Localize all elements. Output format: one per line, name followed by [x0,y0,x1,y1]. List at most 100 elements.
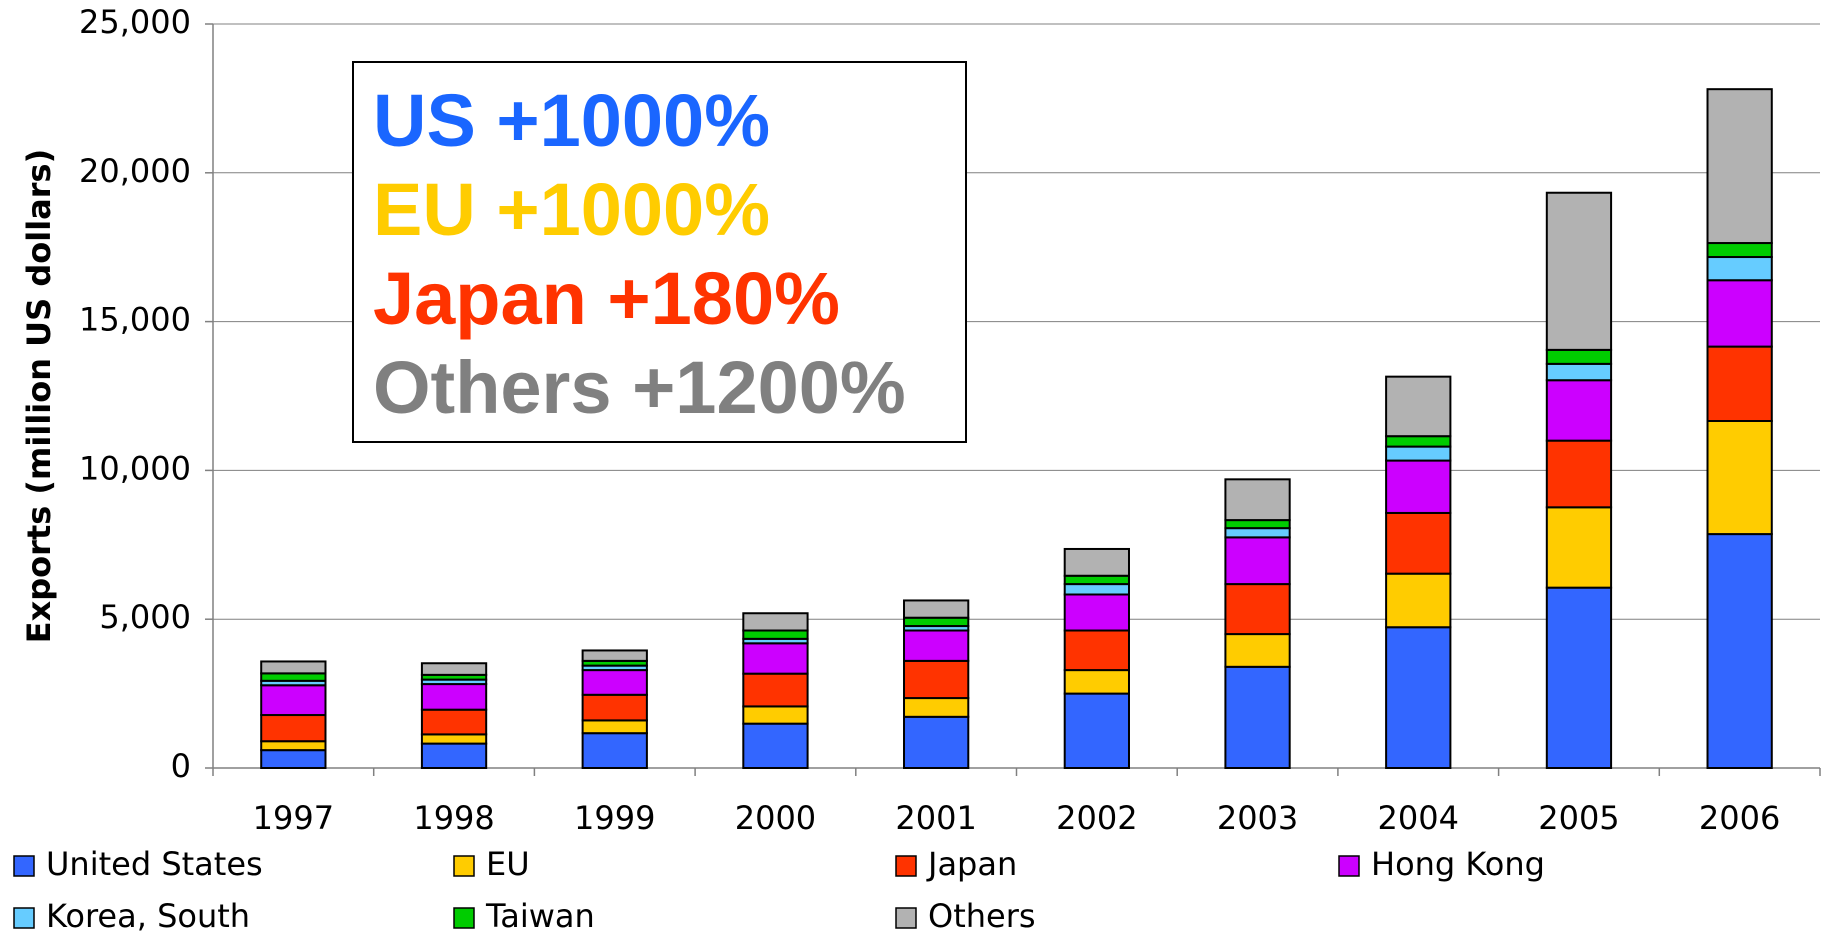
y-tick-label: 0 [171,747,191,785]
bar-segment [1706,533,1773,770]
bar-segment [742,722,809,769]
bar-segment [903,629,970,662]
bar-segment [1545,348,1613,365]
bar-segment [581,719,648,735]
bar-segment [1706,256,1773,282]
bar-segment [581,669,648,696]
legend-label: Hong Kong [1371,845,1545,883]
x-tick-label: 2002 [1056,799,1137,837]
bar-segment [1385,572,1452,629]
legend-swatch [453,907,475,929]
legend-swatch [895,907,917,929]
bar-segment [1706,279,1773,348]
bar-segment [1224,478,1291,522]
bar-segment [903,697,970,718]
bar-segment [1385,459,1452,514]
x-tick-label: 2001 [895,799,976,837]
legend-label: Japan [926,845,1017,883]
legend-label: United States [46,845,263,883]
bar-segment [1545,439,1613,509]
y-tick-label: 5,000 [99,598,191,636]
bar-segment [260,672,327,682]
bar-segment [742,642,809,675]
bar-segment [420,683,488,711]
annotation: Japan +180% [373,257,840,340]
x-tick-label: 1998 [413,799,494,837]
bar-segment [1706,88,1773,245]
bar-segment [903,616,970,628]
bar-segment [420,708,488,736]
bar-segment [1545,506,1613,589]
x-tick-label: 1999 [574,799,655,837]
bar-segment [1224,583,1291,636]
legend-swatch [453,855,475,877]
bar-segment [1063,547,1130,577]
bar-segment [1706,242,1773,259]
bar-segment [420,662,488,676]
bar-segment [742,705,809,725]
bar-segment [742,629,809,640]
bar-segment [1224,665,1291,769]
annotation: US +1000% [373,79,770,162]
bar-segment [1545,362,1613,382]
bar-segment [260,749,327,769]
bar-segment [1545,379,1613,442]
x-tick-label: 1997 [253,799,334,837]
bar-segment [260,740,327,752]
bar-segment [1706,419,1773,536]
legend-label: EU [486,845,530,883]
annotation: Others +1200% [373,346,906,429]
bar-segment [1224,519,1291,530]
bar-segment [260,714,327,743]
y-axis-label: Exports (million US dollars) [20,149,58,643]
bar-segment [1545,586,1613,770]
bar-segment [742,612,809,632]
bar-segment [1063,583,1130,596]
bar-segment [903,659,970,700]
bar-segment [1385,435,1452,448]
legend-label: Korea, South [46,897,250,935]
x-tick-label: 2006 [1699,799,1780,837]
y-tick-label: 25,000 [79,3,191,41]
x-tick-label: 2003 [1217,799,1298,837]
x-tick-label: 2004 [1378,799,1459,837]
bar-segment [581,732,648,769]
legend-swatch [13,855,35,877]
bar-segment [1706,345,1773,422]
bar-segment [1385,375,1452,438]
annotation: EU +1000% [373,168,770,251]
legend-label: Others [928,897,1036,935]
bar-segment [1063,629,1130,672]
bar-segment [260,660,327,675]
annotation-box [352,61,967,443]
y-tick-label: 20,000 [79,152,191,190]
bar-segment [1224,527,1291,539]
bar-segment [1063,669,1130,695]
bar-segment [1385,511,1452,575]
bar-segment [420,733,488,745]
bar-segment [903,599,970,619]
x-tick-label: 2005 [1538,799,1619,837]
legend-swatch [895,855,917,877]
legend-label: Taiwan [485,897,595,935]
bar-segment [1224,536,1291,586]
bar-segment [1545,191,1613,351]
x-tick-label: 2000 [735,799,816,837]
bar-segment [260,684,327,717]
y-tick-label: 15,000 [79,301,191,339]
legend-swatch [13,907,35,929]
bar-segment [1063,574,1130,586]
bar-segment [581,649,648,662]
bar-segment [742,672,809,708]
bar-segment [420,742,488,770]
bar-segment [1385,445,1452,462]
bar-segment [1063,593,1130,632]
bar-segment [1224,633,1291,668]
bar-segment [903,715,970,770]
bar-segment [581,693,648,722]
bar-segment [1063,692,1130,769]
y-tick-label: 10,000 [79,449,191,487]
bar-segment [1385,626,1452,770]
legend-swatch [1338,855,1360,877]
